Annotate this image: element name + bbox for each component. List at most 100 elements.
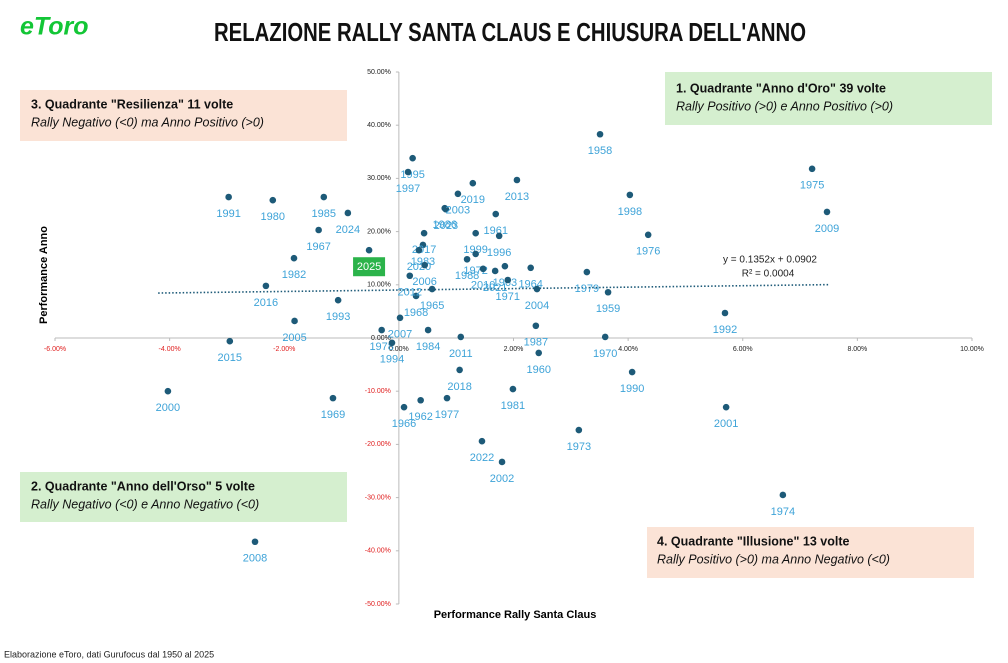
point-label: 1959	[596, 303, 620, 315]
point-label: 1999	[463, 244, 487, 256]
point-label: 1992	[713, 324, 737, 336]
point-label: 2022	[470, 452, 494, 464]
point	[251, 538, 259, 546]
point	[509, 385, 517, 393]
y-tick-label: 30.00%	[367, 175, 391, 182]
point-label: 1988	[455, 270, 479, 282]
point	[417, 396, 424, 404]
point	[226, 337, 234, 345]
quadrant-title: 4. Quadrante "Illusione" 13 volte	[657, 534, 850, 548]
point	[472, 250, 479, 258]
point	[329, 394, 337, 402]
point-label: 2017	[412, 244, 436, 256]
y-tick-label: 50.00%	[367, 69, 391, 76]
point	[491, 267, 499, 275]
quadrant-subtitle: Rally Positivo (>0) e Anno Positivo (>0)	[676, 99, 893, 113]
point	[269, 196, 277, 204]
point	[535, 349, 543, 357]
point	[291, 317, 298, 325]
point	[463, 255, 471, 263]
point	[501, 262, 509, 270]
point-label: 2015	[218, 352, 242, 364]
point-label: 1977	[435, 409, 459, 421]
point-label: 1971	[496, 291, 520, 303]
quadrant-subtitle: Rally Negativo (<0) ma Anno Positivo (>0…	[31, 115, 264, 129]
point	[420, 229, 428, 237]
point-label: 1966	[392, 418, 416, 430]
point	[722, 403, 730, 411]
point-label: 1997	[396, 183, 420, 195]
point-label: 2021	[483, 282, 507, 294]
point	[443, 394, 451, 402]
x-tick-label: -4.00%	[159, 346, 181, 353]
point-label: 1991	[216, 208, 240, 220]
point-label: 2016	[254, 297, 278, 309]
point	[396, 314, 404, 322]
point	[492, 210, 500, 218]
point-label: 1975	[800, 180, 824, 192]
y-tick-label: -30.00%	[365, 494, 391, 501]
point-label: 2005	[282, 332, 306, 344]
y-tick-label: 10.00%	[367, 282, 391, 289]
point-label: 1984	[416, 341, 440, 353]
point-label: 1962	[408, 411, 432, 423]
point	[421, 261, 428, 269]
point	[406, 272, 414, 280]
quadrant-title: 2. Quadrante "Anno dell'Orso" 5 volte	[31, 479, 255, 493]
x-tick-label: 8.00%	[847, 346, 867, 353]
point-label: 1967	[306, 241, 330, 253]
point-label: 2018	[447, 381, 471, 393]
point-label: 1985	[312, 208, 336, 220]
point-label: 1995	[400, 169, 424, 181]
point-label: 1974	[771, 506, 795, 518]
point	[472, 229, 479, 237]
x-tick-label: 6.00%	[733, 346, 753, 353]
point-label: 2012	[398, 287, 422, 299]
point-label: 1960	[526, 364, 550, 376]
point	[533, 285, 541, 293]
quadrant-box	[647, 527, 974, 578]
point-label: 2024	[336, 224, 360, 236]
point-label: 1990	[620, 383, 644, 395]
point-label: 1996	[487, 247, 511, 259]
y-tick-label: -50.00%	[365, 601, 391, 608]
point-label: 1979	[575, 283, 599, 295]
x-tick-label: 2.00%	[504, 346, 524, 353]
point-label: 1973	[567, 441, 591, 453]
point	[428, 285, 436, 293]
point-label: 2013	[505, 191, 529, 203]
x-tick-label: 10.00%	[960, 346, 984, 353]
point-label: 2002	[490, 473, 514, 485]
point	[628, 368, 636, 376]
point	[424, 326, 432, 334]
point-label: 2003	[446, 205, 470, 217]
point	[344, 209, 352, 217]
quadrant-box	[20, 90, 347, 141]
point-label: 1968	[404, 307, 428, 319]
quadrant-subtitle: Rally Negativo (<0) e Anno Negativo (<0)	[31, 497, 259, 511]
x-tick-label: -6.00%	[44, 346, 66, 353]
point	[388, 339, 396, 347]
point-label: 2010	[471, 280, 495, 292]
point	[721, 309, 729, 317]
y-axis-title: Performance Anno	[38, 226, 50, 324]
point-label: 1965	[420, 300, 444, 312]
point-label: 2007	[388, 329, 412, 341]
y-tick-label: -20.00%	[365, 441, 391, 448]
point-label: 2020	[407, 261, 431, 273]
point-label: 1969	[321, 409, 345, 421]
x-tick-label: 4.00%	[618, 346, 638, 353]
point	[320, 193, 328, 201]
point	[504, 276, 512, 284]
point-label: 2006	[412, 276, 436, 288]
point	[404, 168, 412, 176]
y-tick-label: -40.00%	[365, 548, 391, 555]
point	[262, 282, 270, 290]
point	[456, 366, 463, 374]
point-label: 1958	[588, 145, 612, 157]
quadrant-subtitle: Rally Positivo (>0) ma Anno Negativo (<0…	[657, 552, 890, 566]
point-label: 1980	[261, 211, 285, 223]
point-label: 1998	[618, 206, 642, 218]
quadrant-title: 1. Quadrante "Anno d'Oro" 39 volte	[676, 81, 886, 95]
